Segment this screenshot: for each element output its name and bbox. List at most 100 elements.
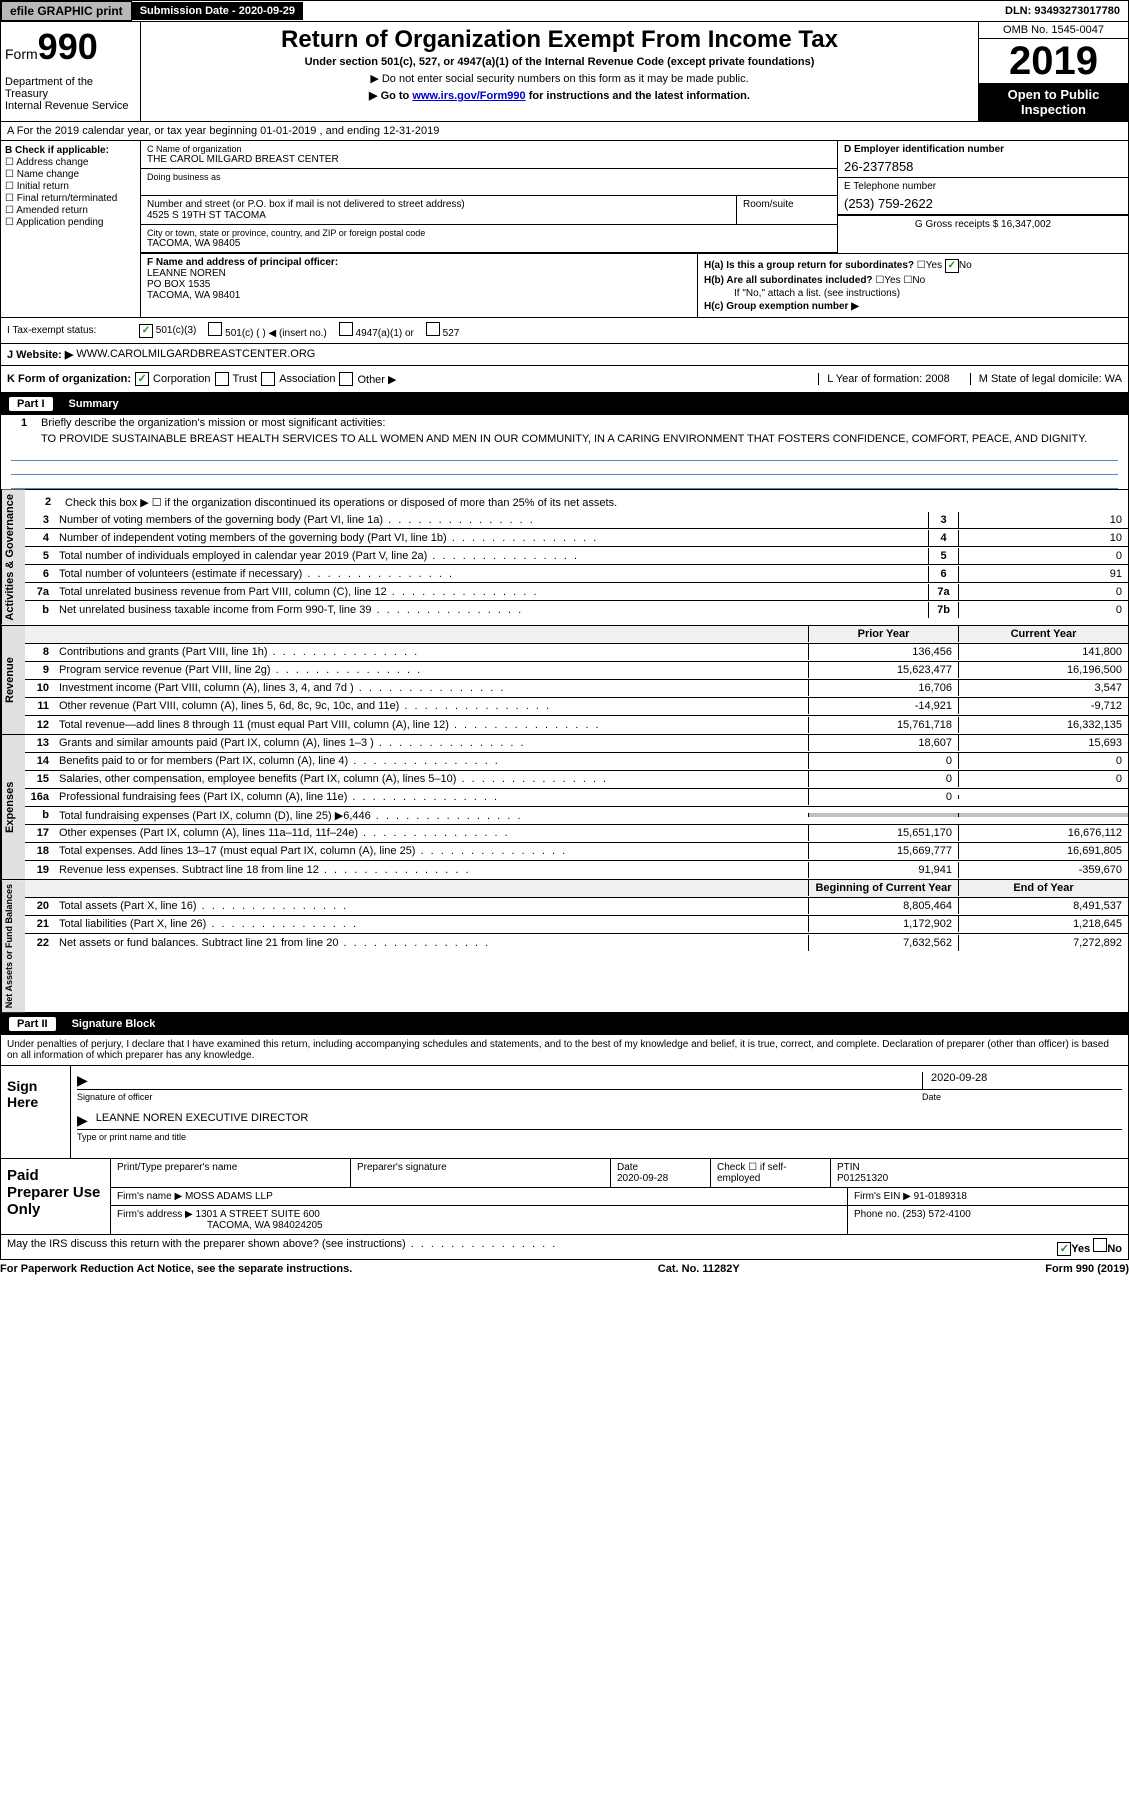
chk-assoc[interactable] [261,372,275,386]
firm-name: MOSS ADAMS LLP [185,1191,273,1202]
footer-right: Form 990 (2019) [1045,1263,1129,1275]
opt-501c: 501(c) ( ) ◀ (insert no.) [225,328,327,339]
chk-other[interactable] [339,372,353,386]
chk-trust[interactable] [215,372,229,386]
opt-501c3: 501(c)(3) [156,325,197,336]
f-label: F Name and address of principal officer: [147,257,691,268]
netassets-label: Net Assets or Fund Balances [1,880,25,1012]
klm-row: K Form of organization: ✓Corporation Tru… [0,366,1129,393]
ein-label: D Employer identification number [844,144,1122,155]
open-inspection: Open to Public Inspection [979,83,1128,121]
footer: For Paperwork Reduction Act Notice, see … [0,1260,1129,1278]
irs-link[interactable]: www.irs.gov/Form990 [412,90,525,102]
dln: DLN: 93493273017780 [997,2,1128,20]
irs-discuss-row: May the IRS discuss this return with the… [0,1235,1129,1260]
f-addr1: PO BOX 1535 [147,279,691,290]
irs-yes-chk[interactable]: ✓ [1057,1242,1071,1256]
chk-527[interactable] [426,322,440,336]
f-addr2: TACOMA, WA 98401 [147,290,691,301]
table-row: 4 Number of independent voting members o… [25,529,1128,547]
prep-row1: Print/Type preparer's name Preparer's si… [111,1159,1128,1188]
sub3-post: for instructions and the latest informat… [526,90,750,102]
sig-date: 2020-09-28 [922,1072,1122,1089]
col-b-header: B Check if applicable: [5,145,136,156]
sig-officer-line: ▶ 2020-09-28 [77,1072,1122,1090]
hc-label: H(c) Group exemption number ▶ [704,301,859,312]
firm-phone-label: Phone no. [854,1209,900,1220]
org-name-label: C Name of organization [147,144,831,154]
irs-yes: Yes [1071,1243,1090,1255]
mission-text: TO PROVIDE SUSTAINABLE BREAST HEALTH SER… [1,431,1128,447]
ein-value: 26-2377858 [844,159,1122,174]
table-row: 19 Revenue less expenses. Subtract line … [25,861,1128,879]
line1-text: Briefly describe the organization's miss… [41,417,385,429]
table-row: 9 Program service revenue (Part VIII, li… [25,662,1128,680]
netassets-header: Beginning of Current Year End of Year [25,880,1128,898]
activities-label: Activities & Governance [1,490,25,625]
officer-name: LEANNE NOREN EXECUTIVE DIRECTOR [96,1112,309,1129]
table-row: 16a Professional fundraising fees (Part … [25,789,1128,807]
website-value: WWW.CAROLMILGARDBREASTCENTER.ORG [76,348,315,361]
hb-yes[interactable]: Yes [884,275,900,286]
col-b-checkboxes: B Check if applicable: ☐ Address change … [1,141,141,317]
f-name: LEANNE NOREN [147,268,691,279]
opt-4947: 4947(a)(1) or [356,328,414,339]
penalty-text: Under penalties of perjury, I declare th… [1,1035,1128,1066]
section-bcd: B Check if applicable: ☐ Address change … [0,141,1129,317]
sig-name-line: ▶ LEANNE NOREN EXECUTIVE DIRECTOR [77,1112,1122,1130]
expenses-section: Expenses 13 Grants and similar amounts p… [1,734,1128,879]
prep-self-emp[interactable]: Check ☐ if self-employed [711,1159,831,1187]
table-row: 18 Total expenses. Add lines 13–17 (must… [25,843,1128,861]
activities-section: Activities & Governance 2Check this box … [1,489,1128,625]
chk-app-pending[interactable]: ☐ Application pending [5,217,136,228]
subtitle-2: ▶ Do not enter social security numbers o… [145,72,974,85]
chk-501c3[interactable]: ✓ [139,324,153,338]
irs-no-chk[interactable] [1093,1238,1107,1252]
form-number: Form990 [5,26,136,68]
chk-initial-return[interactable]: ☐ Initial return [5,181,136,192]
org-name-value: THE CAROL MILGARD BREAST CENTER [147,154,831,165]
table-row: 3 Number of voting members of the govern… [25,511,1128,529]
col-cdef: C Name of organization THE CAROL MILGARD… [141,141,1128,317]
header-mid: Return of Organization Exempt From Incom… [141,22,978,121]
chk-address-change[interactable]: ☐ Address change [5,157,136,168]
chk-final-return[interactable]: ☐ Final return/terminated [5,193,136,204]
ha-no[interactable]: No [959,260,972,271]
table-row: 10 Investment income (Part VIII, column … [25,680,1128,698]
ptin-hdr: PTIN [837,1162,860,1173]
line2: 2Check this box ▶ ☐ if the organization … [25,490,1128,511]
city-row: City or town, state or province, country… [141,225,837,253]
table-row: 7a Total unrelated business revenue from… [25,583,1128,601]
chk-501c[interactable] [208,322,222,336]
arrow-icon: ▶ [77,1112,88,1129]
table-row: 8 Contributions and grants (Part VIII, l… [25,644,1128,662]
efile-print-button[interactable]: efile GRAPHIC print [1,1,132,21]
room-suite: Room/suite [737,196,837,224]
addr-value: 4525 S 19TH ST TACOMA [147,210,730,221]
mission-line [11,461,1118,475]
revenue-label: Revenue [1,626,25,734]
phone-value: (253) 759-2622 [844,196,1122,211]
sig-label: Signature of officer [77,1092,922,1102]
signature-block: Under penalties of perjury, I declare th… [0,1035,1129,1235]
firm-label: Firm's name ▶ [117,1191,182,1202]
hb-no[interactable]: No [912,275,925,286]
k-trust: Trust [233,373,258,385]
ha-yes[interactable]: Yes [926,260,942,271]
dba-row: Doing business as [141,169,837,196]
chk-amended-return[interactable]: ☐ Amended return [5,205,136,216]
table-row: 22 Net assets or fund balances. Subtract… [25,934,1128,952]
org-name-row: C Name of organization THE CAROL MILGARD… [141,141,837,169]
chk-4947[interactable] [339,322,353,336]
form-num: 990 [38,26,98,67]
chk-corp[interactable]: ✓ [135,372,149,386]
footer-left: For Paperwork Reduction Act Notice, see … [0,1263,352,1275]
irs-no: No [1107,1243,1122,1255]
date-label: Date [922,1092,1122,1102]
subtitle-1: Under section 501(c), 527, or 4947(a)(1)… [145,56,974,68]
street-addr: Number and street (or P.O. box if mail i… [141,196,737,224]
firm-ein-label: Firm's EIN ▶ [854,1191,911,1202]
prep-date-hdr: Date [617,1162,638,1173]
chk-name-change[interactable]: ☐ Name change [5,169,136,180]
k-assoc: Association [279,373,335,385]
